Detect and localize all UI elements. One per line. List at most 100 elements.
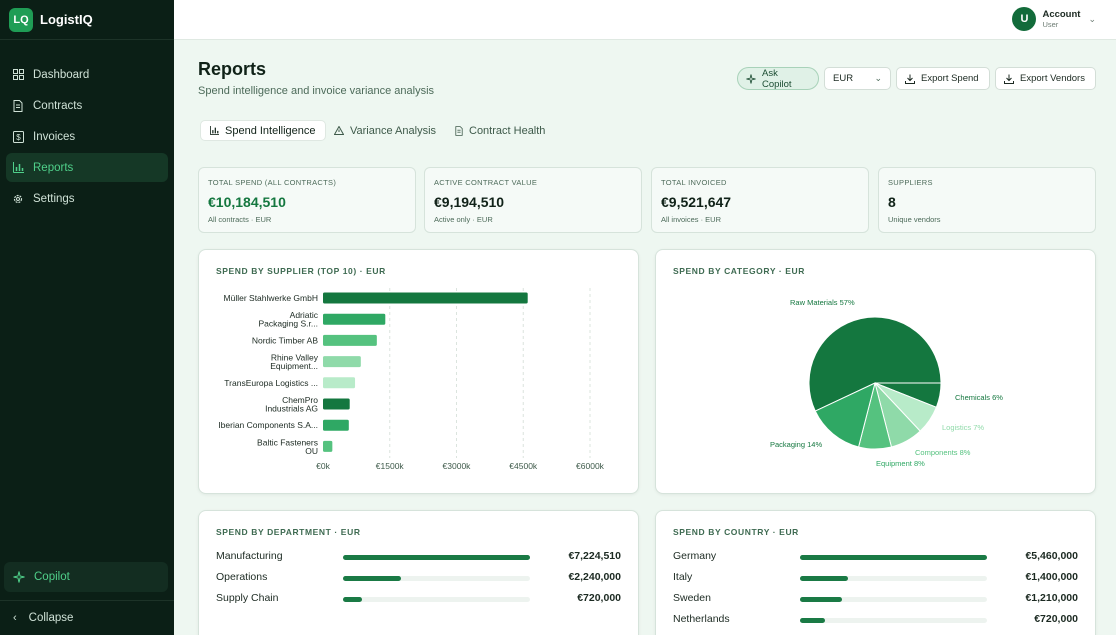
- y-tick-label: Industrials AG: [265, 404, 318, 414]
- y-tick-label: Packaging S.r...: [258, 319, 318, 329]
- export-vendors-button[interactable]: Export Vendors: [995, 67, 1096, 90]
- panel-spend-by-category: SPEND BY CATEGORY · EUR Raw Materials 57…: [655, 249, 1096, 494]
- list-item: Operations €2,240,000: [216, 571, 621, 585]
- document-icon: [455, 125, 463, 136]
- bar: [323, 440, 333, 452]
- kpi-label: TOTAL SPEND (ALL CONTRACTS): [208, 178, 337, 187]
- x-tick-label: €3000k: [443, 461, 472, 471]
- sparkle-icon: [13, 571, 25, 583]
- pie-label: Raw Materials 57%: [790, 298, 855, 307]
- panel-title: SPEND BY SUPPLIER (TOP 10) · EUR: [216, 266, 386, 276]
- sidebar-item-label: Contracts: [33, 99, 83, 112]
- progress-fill: [800, 576, 848, 581]
- progress-fill: [343, 597, 362, 602]
- kpi-card-total-spend: TOTAL SPEND (ALL CONTRACTS) €10,184,510 …: [198, 167, 416, 233]
- bar: [323, 292, 528, 304]
- bar: [323, 313, 386, 325]
- account-role: User: [1042, 19, 1059, 29]
- progress-track: [343, 597, 530, 602]
- list-item-label: Sweden: [673, 592, 711, 604]
- page-subtitle: Spend intelligence and invoice variance …: [198, 85, 435, 97]
- supplier-bar-chart: €0k €1500k €3000k €4500k €6000k Müller Stahlw…: [218, 288, 605, 471]
- avatar: U: [1012, 7, 1037, 31]
- panel-spend-by-supplier: SPEND BY SUPPLIER (TOP 10) · EUR €0k €150…: [198, 249, 639, 494]
- list-item: Supply Chain €720,000: [216, 592, 621, 606]
- kpi-label: ACTIVE CONTRACT VALUE: [434, 178, 538, 187]
- bar-chart-icon: [12, 162, 24, 174]
- progress-track: [343, 576, 530, 581]
- sidebar-item-label: Settings: [33, 192, 75, 205]
- y-tick-label: OU: [305, 446, 318, 456]
- sidebar-item-label: Reports: [33, 161, 74, 174]
- sidebar-collapse-button[interactable]: ‹ Collapse: [0, 600, 174, 635]
- account-menu[interactable]: U Account User ⌄: [1012, 7, 1096, 31]
- pie-label: Equipment 8%: [876, 459, 925, 468]
- y-tick-label: Equipment...: [270, 361, 318, 371]
- kpi-sub: Unique vendors: [888, 215, 941, 224]
- sidebar-item-dashboard[interactable]: Dashboard: [6, 60, 168, 89]
- tab-variance-analysis[interactable]: Variance Analysis: [325, 120, 445, 141]
- kpi-card-total-invoiced: TOTAL INVOICED €9,521,647 All invoices ·…: [651, 167, 869, 233]
- sidebar-item-reports[interactable]: Reports: [6, 153, 168, 182]
- tab-contract-health[interactable]: Contract Health: [446, 120, 554, 141]
- ask-copilot-button[interactable]: Ask Copilot: [737, 67, 819, 90]
- warning-icon: [334, 126, 344, 135]
- list-item-value: €720,000: [577, 592, 621, 604]
- kpi-value: €9,521,647: [661, 194, 732, 210]
- brand-logo: LQ: [9, 7, 33, 32]
- list-item-value: €2,240,000: [568, 571, 621, 583]
- pie-slice: [814, 382, 876, 448]
- list-item-label: Supply Chain: [216, 592, 279, 604]
- kpi-card-active-contract-value: ACTIVE CONTRACT VALUE €9,194,510 Active …: [424, 167, 642, 233]
- sidebar-item-settings[interactable]: Settings: [6, 184, 168, 213]
- sidebar-item-contracts[interactable]: Contracts: [6, 91, 168, 120]
- x-tick-label: €0k: [316, 461, 330, 471]
- currency-value: EUR: [833, 73, 854, 84]
- pie-label: Chemicals 6%: [955, 393, 1003, 402]
- sidebar-copilot-button[interactable]: Copilot: [4, 562, 168, 592]
- list-item: Netherlands €720,000: [673, 613, 1078, 627]
- tab-spend-intelligence[interactable]: Spend Intelligence: [200, 120, 326, 141]
- pie-label: Logistics 7%: [942, 423, 984, 432]
- bar: [323, 356, 361, 368]
- currency-select[interactable]: EUR ⌄: [824, 67, 891, 90]
- account-name: Account: [1042, 9, 1081, 20]
- progress-track: [800, 618, 987, 623]
- x-tick-label: €6000k: [576, 461, 605, 471]
- progress-track: [800, 597, 987, 602]
- svg-text:$: $: [16, 133, 21, 142]
- kpi-sub: Active only · EUR: [434, 215, 493, 224]
- list-item-label: Operations: [216, 571, 268, 583]
- brand-name: LogistIQ: [40, 12, 93, 27]
- list-item: Sweden €1,210,000: [673, 592, 1078, 606]
- sidebar-item-invoices[interactable]: $ Invoices: [6, 122, 168, 151]
- tab-label: Variance Analysis: [350, 124, 437, 137]
- y-tick-label: ChemPro: [282, 395, 318, 405]
- sidebar: LQ LogistIQ Dashboard Contracts $ Invoic…: [0, 0, 174, 635]
- pie-slice: [808, 316, 942, 412]
- panel-spend-by-department: SPEND BY DEPARTMENT · EUR Manufacturing €…: [198, 510, 639, 635]
- list-item-value: €1,400,000: [1025, 571, 1078, 583]
- download-icon: [905, 74, 915, 84]
- y-tick-label: Adriatic: [290, 310, 319, 320]
- bar: [323, 377, 356, 389]
- y-tick-label: Müller Stahlwerke GmbH: [224, 293, 318, 303]
- kpi-value: 8: [888, 194, 896, 210]
- list-item-label: Italy: [673, 571, 693, 583]
- sidebar-nav: Dashboard Contracts $ Invoices Reports S…: [0, 40, 174, 213]
- panel-spend-by-country: SPEND BY COUNTRY · EUR Germany €5,460,000…: [655, 510, 1096, 635]
- y-tick-label: Nordic Timber AB: [252, 335, 318, 345]
- topbar: U Account User ⌄: [174, 0, 1116, 40]
- list-item-label: Manufacturing: [216, 550, 283, 562]
- sidebar-item-label: Dashboard: [33, 68, 90, 81]
- sparkle-icon: [746, 73, 756, 84]
- tab-label: Contract Health: [469, 124, 546, 137]
- y-tick-label: Iberian Components S.A...: [218, 420, 318, 430]
- list-item-label: Netherlands: [673, 613, 730, 625]
- dashboard-icon: [12, 69, 24, 81]
- export-spend-button[interactable]: Export Spend: [896, 67, 990, 90]
- kpi-card-suppliers: SUPPLIERS 8 Unique vendors: [878, 167, 1096, 233]
- list-item: Italy €1,400,000: [673, 571, 1078, 585]
- kpi-sub: All invoices · EUR: [661, 215, 722, 224]
- chevron-left-icon: ‹: [13, 612, 17, 624]
